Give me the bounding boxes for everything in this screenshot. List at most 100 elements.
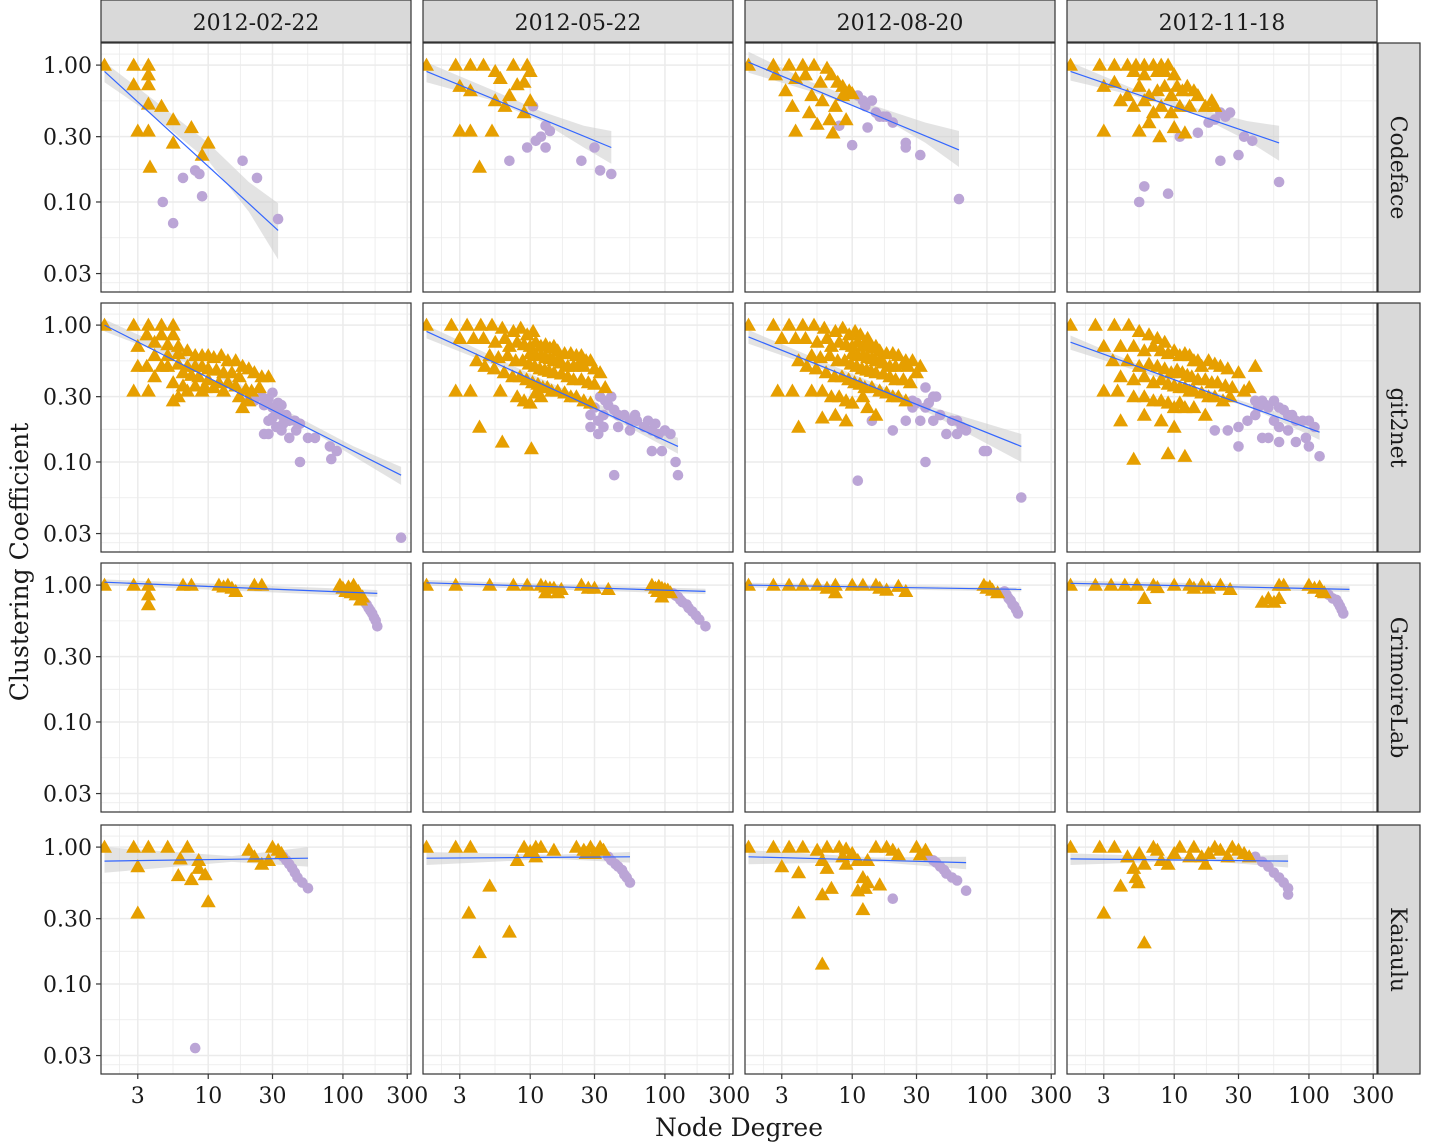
point-triangle bbox=[1166, 67, 1182, 81]
point-triangle bbox=[492, 70, 508, 84]
point-triangle bbox=[448, 383, 464, 397]
point-triangle bbox=[765, 317, 781, 331]
point-triangle bbox=[126, 577, 142, 591]
panel-border bbox=[100, 824, 412, 1075]
point-triangle bbox=[482, 348, 498, 362]
point-triangle bbox=[1067, 57, 1078, 71]
point-circle bbox=[1012, 608, 1024, 619]
point-triangle bbox=[1152, 129, 1168, 143]
point-triangle bbox=[795, 57, 811, 71]
point-circle bbox=[960, 425, 972, 436]
point-triangle bbox=[473, 317, 489, 331]
point-triangle bbox=[500, 348, 516, 362]
point-circle bbox=[672, 469, 684, 481]
fit-line bbox=[1070, 858, 1289, 862]
point-triangle bbox=[165, 327, 181, 341]
point-triangle bbox=[142, 159, 158, 173]
point-triangle bbox=[466, 330, 482, 344]
point-triangle bbox=[165, 112, 181, 126]
point-triangle bbox=[855, 389, 871, 403]
point-circle bbox=[606, 168, 617, 180]
point-triangle bbox=[423, 577, 434, 591]
point-triangle bbox=[784, 383, 800, 397]
point-triangle bbox=[170, 868, 186, 882]
fit-line bbox=[104, 70, 279, 231]
point-circle bbox=[589, 142, 600, 153]
point-circle bbox=[395, 532, 407, 543]
point-circle bbox=[1282, 889, 1294, 900]
panel-border bbox=[744, 824, 1056, 1075]
point-triangle bbox=[1136, 369, 1152, 383]
point-triangle bbox=[160, 337, 176, 351]
point-triangle bbox=[868, 839, 884, 853]
point-triangle bbox=[1145, 338, 1161, 352]
point-triangle bbox=[1136, 856, 1152, 870]
panel-codeface-2012-08-20 bbox=[744, 42, 1056, 293]
panel-git2net-2012-02-22 bbox=[100, 302, 412, 553]
point-triangle bbox=[1222, 581, 1238, 595]
point-circle bbox=[1192, 127, 1204, 139]
point-triangle bbox=[462, 123, 478, 137]
point-triangle bbox=[496, 365, 512, 379]
point-triangle bbox=[187, 378, 203, 392]
point-triangle bbox=[469, 353, 485, 367]
point-triangle bbox=[1106, 839, 1122, 853]
point-triangle bbox=[228, 583, 244, 597]
point-triangle bbox=[1126, 451, 1142, 465]
point-circle bbox=[941, 428, 952, 440]
point-triangle bbox=[1153, 372, 1169, 386]
panel-codeface-2012-02-22 bbox=[100, 42, 412, 293]
point-circle bbox=[887, 425, 899, 436]
point-triangle bbox=[1096, 383, 1112, 397]
fit-line bbox=[748, 336, 1022, 447]
point-triangle bbox=[765, 577, 781, 591]
point-circle bbox=[665, 428, 676, 440]
point-triangle bbox=[477, 358, 493, 372]
point-triangle bbox=[778, 83, 794, 97]
point-triangle bbox=[816, 320, 832, 334]
point-triangle bbox=[423, 317, 434, 331]
point-circle bbox=[1242, 415, 1253, 427]
point-triangle bbox=[838, 413, 854, 427]
point-triangle bbox=[781, 839, 797, 853]
point-triangle bbox=[844, 577, 860, 591]
point-triangle bbox=[140, 67, 156, 81]
point-triangle bbox=[1129, 577, 1145, 591]
x-tick-label: 30 bbox=[581, 1084, 609, 1109]
point-triangle bbox=[546, 842, 562, 856]
point-circle bbox=[650, 418, 661, 430]
point-triangle bbox=[576, 358, 592, 372]
point-triangle bbox=[1120, 353, 1135, 367]
fit-line bbox=[426, 70, 612, 149]
point-triangle bbox=[1177, 448, 1193, 462]
panel-border bbox=[100, 302, 412, 553]
point-triangle bbox=[235, 400, 251, 414]
point-triangle bbox=[860, 875, 876, 889]
point-triangle bbox=[1106, 74, 1122, 88]
y-tick-label: 0.10 bbox=[43, 711, 92, 736]
panel-background bbox=[1067, 825, 1377, 1074]
panel-border bbox=[1066, 42, 1378, 293]
point-circle bbox=[860, 101, 871, 112]
point-triangle bbox=[1145, 105, 1161, 119]
point-triangle bbox=[1113, 369, 1129, 383]
point-triangle bbox=[1096, 78, 1112, 92]
point-triangle bbox=[900, 358, 916, 372]
point-triangle bbox=[513, 320, 529, 334]
panel-marks bbox=[745, 317, 1027, 503]
point-triangle bbox=[1067, 317, 1078, 331]
point-triangle bbox=[774, 859, 790, 873]
point-triangle bbox=[497, 98, 513, 112]
point-triangle bbox=[1096, 123, 1112, 137]
point-circle bbox=[928, 415, 939, 427]
point-triangle bbox=[139, 327, 155, 341]
point-triangle bbox=[206, 380, 222, 394]
point-triangle bbox=[251, 380, 267, 394]
point-circle bbox=[521, 142, 533, 153]
point-triangle bbox=[191, 860, 207, 874]
point-triangle bbox=[224, 365, 240, 379]
row-strip bbox=[1377, 824, 1421, 1075]
point-circle bbox=[1233, 441, 1244, 452]
point-triangle bbox=[879, 582, 895, 596]
point-triangle bbox=[244, 383, 260, 397]
